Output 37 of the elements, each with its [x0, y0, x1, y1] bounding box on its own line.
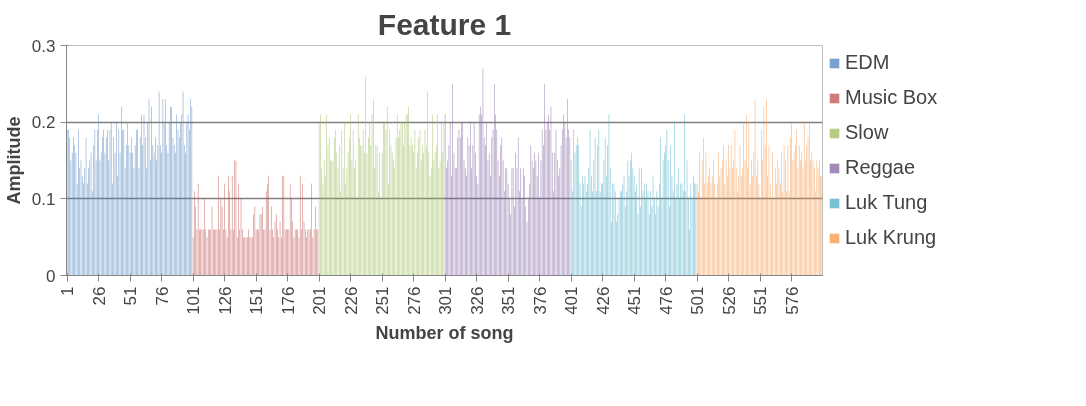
y-tick-label: 0.1: [31, 189, 56, 209]
x-tick-label: 501: [688, 286, 708, 315]
x-tick-label: 26: [89, 286, 109, 306]
x-tick-label: 401: [562, 286, 582, 315]
x-tick-label: 226: [341, 286, 361, 315]
x-tick-label: 526: [719, 286, 739, 315]
y-axis-title: Amplitude: [3, 116, 24, 205]
legend-label: Slow: [845, 121, 889, 144]
y-tick-label: 0: [46, 266, 56, 286]
x-axis-title: Number of song: [375, 322, 514, 343]
x-tick-label: 326: [467, 286, 487, 315]
x-tick-label: 451: [625, 286, 645, 315]
chart-title: Feature 1: [377, 7, 512, 41]
legend-label: Luk Krung: [845, 226, 937, 249]
x-tick-label: 576: [782, 286, 802, 315]
x-tick-label: 76: [152, 286, 172, 306]
legend-label: Music Box: [845, 86, 938, 109]
x-tick-label: 1: [58, 286, 78, 296]
x-tick-label: 351: [499, 286, 519, 315]
x-tick-label: 426: [593, 286, 613, 315]
x-tick-label: 101: [184, 286, 204, 315]
x-tick-label: 251: [373, 286, 393, 315]
x-tick-label: 201: [310, 286, 330, 315]
x-tick-label: 476: [656, 286, 676, 315]
legend-label: Luk Tung: [845, 191, 928, 214]
legend-label: EDM: [845, 51, 890, 74]
x-tick-label: 276: [404, 286, 424, 315]
x-tick-label: 376: [530, 286, 550, 315]
y-tick-label: 0.3: [31, 36, 56, 56]
x-tick-label: 176: [278, 286, 298, 315]
x-tick-label: 51: [121, 286, 141, 306]
x-tick-label: 551: [751, 286, 771, 315]
x-tick-label: 301: [436, 286, 456, 315]
x-tick-label: 151: [247, 286, 267, 315]
y-tick-label: 0.2: [31, 113, 56, 133]
x-tick-label: 126: [215, 286, 235, 315]
legend-label: Reggae: [845, 156, 916, 179]
